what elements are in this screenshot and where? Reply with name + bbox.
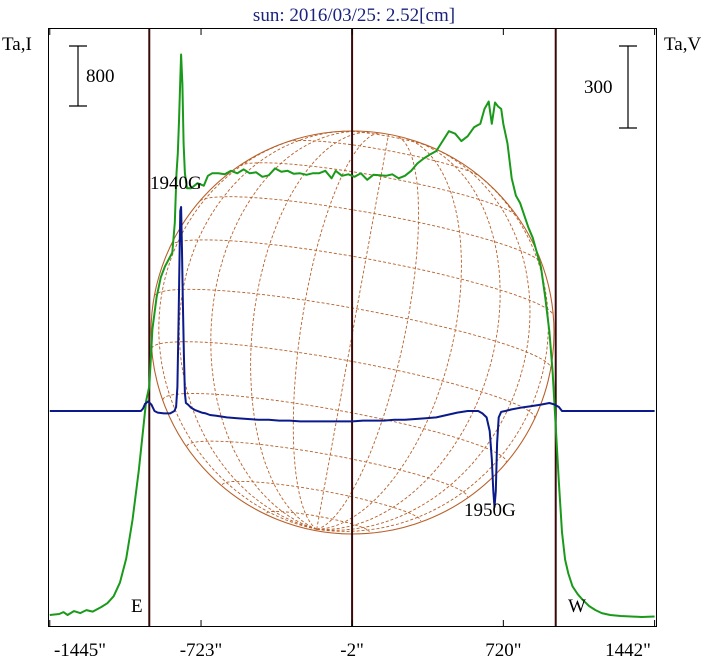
series-line-i — [49, 53, 655, 618]
left-scale-bar — [69, 45, 87, 107]
x-tick-label: 720" — [485, 640, 521, 661]
parallel-line — [186, 440, 468, 498]
parallel-line — [239, 162, 518, 217]
right-scale-bar — [619, 45, 637, 129]
right-scale-bar-label: 300 — [584, 77, 613, 98]
annotation-1940g: 1940G — [150, 173, 202, 194]
vertical-markers — [148, 29, 557, 626]
parallel-line — [162, 393, 507, 463]
right-axis-label: Ta,V — [664, 34, 701, 55]
x-tick-label: -2" — [340, 640, 364, 661]
east-limb-label: E — [131, 596, 143, 617]
annotation-1950g: 1950G — [464, 500, 516, 521]
meridian-line — [316, 146, 531, 531]
meridian-line — [250, 131, 374, 530]
x-axis-ticks: -1445" -723" -2" 720" 1442" — [49, 29, 656, 661]
parallel-line — [199, 196, 542, 264]
meridian-line — [316, 141, 501, 530]
meridian-line — [316, 137, 462, 530]
west-limb-label: W — [568, 596, 586, 617]
parallel-line — [151, 341, 536, 419]
parallel-line — [221, 480, 422, 521]
plot-frame — [48, 28, 657, 627]
parallel-line — [266, 510, 370, 532]
meridian-line — [178, 130, 344, 530]
meridian-line — [210, 130, 360, 530]
x-tick-label: 1442" — [605, 640, 651, 661]
parallel-line — [170, 239, 554, 316]
x-tick-label: -1445" — [54, 640, 106, 661]
meridian-line — [316, 134, 389, 530]
meridian-line — [158, 138, 317, 530]
series-layer — [49, 53, 655, 618]
left-scale-bar-label: 800 — [86, 66, 115, 87]
series-line-v — [49, 206, 655, 508]
chart-title: sun: 2016/03/25: 2.52[cm] — [253, 5, 455, 26]
x-tick-label: -723" — [180, 640, 223, 661]
left-axis-label: Ta,I — [2, 34, 32, 55]
meridian-line — [292, 132, 381, 530]
parallel-line — [341, 130, 434, 149]
parallel-line — [288, 140, 481, 177]
